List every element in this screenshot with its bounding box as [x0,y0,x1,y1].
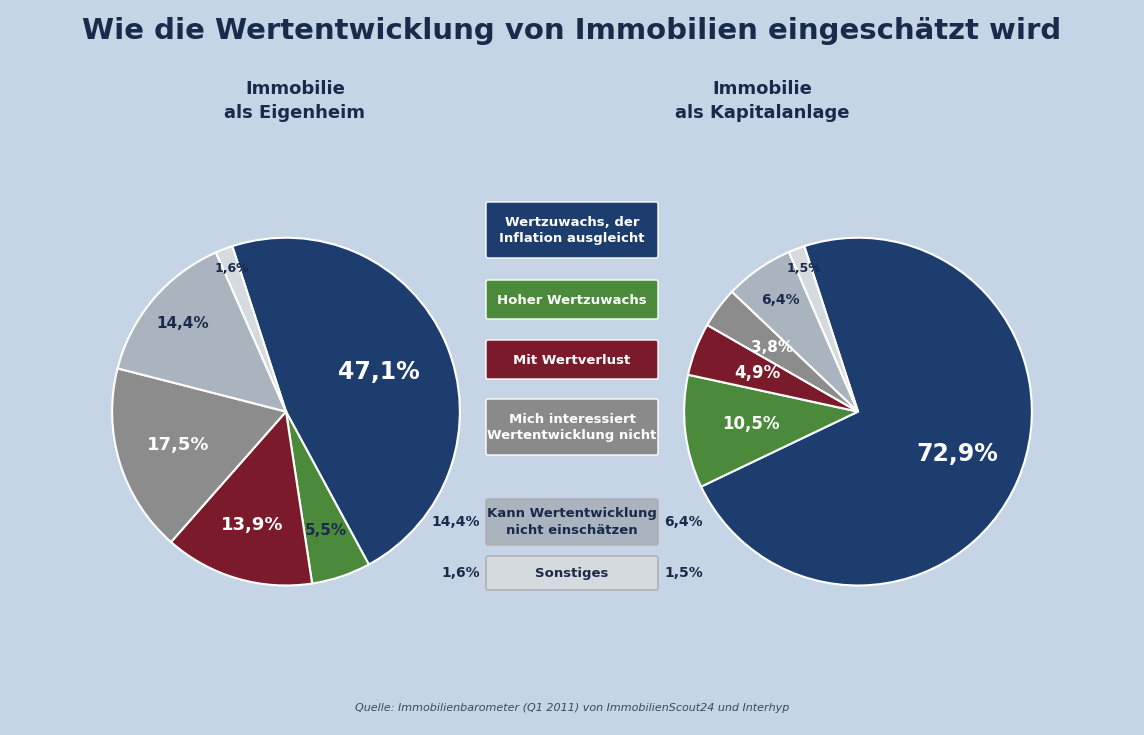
Text: Mich interessiert
Wertentwicklung nicht: Mich interessiert Wertentwicklung nicht [487,412,657,442]
Wedge shape [216,246,286,412]
FancyBboxPatch shape [486,340,658,379]
Wedge shape [112,368,286,542]
Wedge shape [732,252,858,412]
Text: 17,5%: 17,5% [146,436,209,453]
Text: 14,4%: 14,4% [431,515,480,529]
Wedge shape [701,237,1032,586]
Text: 47,1%: 47,1% [337,360,420,384]
Text: Immobilie
als Eigenheim: Immobilie als Eigenheim [224,80,365,121]
FancyBboxPatch shape [486,556,658,590]
Text: 13,9%: 13,9% [222,516,284,534]
Text: 1,5%: 1,5% [787,262,821,275]
Text: 3,8%: 3,8% [750,340,793,355]
Wedge shape [170,412,312,586]
Wedge shape [688,325,858,412]
Text: Immobilie
als Kapitalanlage: Immobilie als Kapitalanlage [675,80,849,121]
FancyBboxPatch shape [486,280,658,319]
Text: Hoher Wertzuwachs: Hoher Wertzuwachs [498,293,646,306]
Text: Wertzuwachs, der
Inflation ausgleicht: Wertzuwachs, der Inflation ausgleicht [499,215,645,245]
Wedge shape [232,237,460,564]
Text: 72,9%: 72,9% [916,442,998,466]
Text: Mit Wertverlust: Mit Wertverlust [514,354,630,367]
Wedge shape [789,246,858,412]
FancyBboxPatch shape [486,499,658,545]
Text: Sonstiges: Sonstiges [535,567,609,579]
Text: 6,4%: 6,4% [664,515,702,529]
FancyBboxPatch shape [486,202,658,258]
Text: Kann Wertentwicklung
nicht einschätzen: Kann Wertentwicklung nicht einschätzen [487,507,657,537]
Text: 10,5%: 10,5% [722,415,780,433]
Text: Quelle: Immobilienbarometer (Q1 2011) von ImmobilienScout24 und Interhyp: Quelle: Immobilienbarometer (Q1 2011) vo… [355,703,789,713]
Text: 6,4%: 6,4% [761,293,800,307]
Text: 4,9%: 4,9% [734,364,780,382]
Wedge shape [707,292,858,412]
Wedge shape [684,375,858,487]
Text: 1,6%: 1,6% [442,566,480,580]
Text: 14,4%: 14,4% [157,316,209,331]
FancyBboxPatch shape [486,399,658,455]
Text: Wie die Wertentwicklung von Immobilien eingeschätzt wird: Wie die Wertentwicklung von Immobilien e… [82,17,1062,45]
Text: 1,6%: 1,6% [214,262,248,275]
Text: 1,5%: 1,5% [664,566,702,580]
Wedge shape [118,252,286,412]
Wedge shape [286,412,368,584]
Text: 5,5%: 5,5% [304,523,347,538]
